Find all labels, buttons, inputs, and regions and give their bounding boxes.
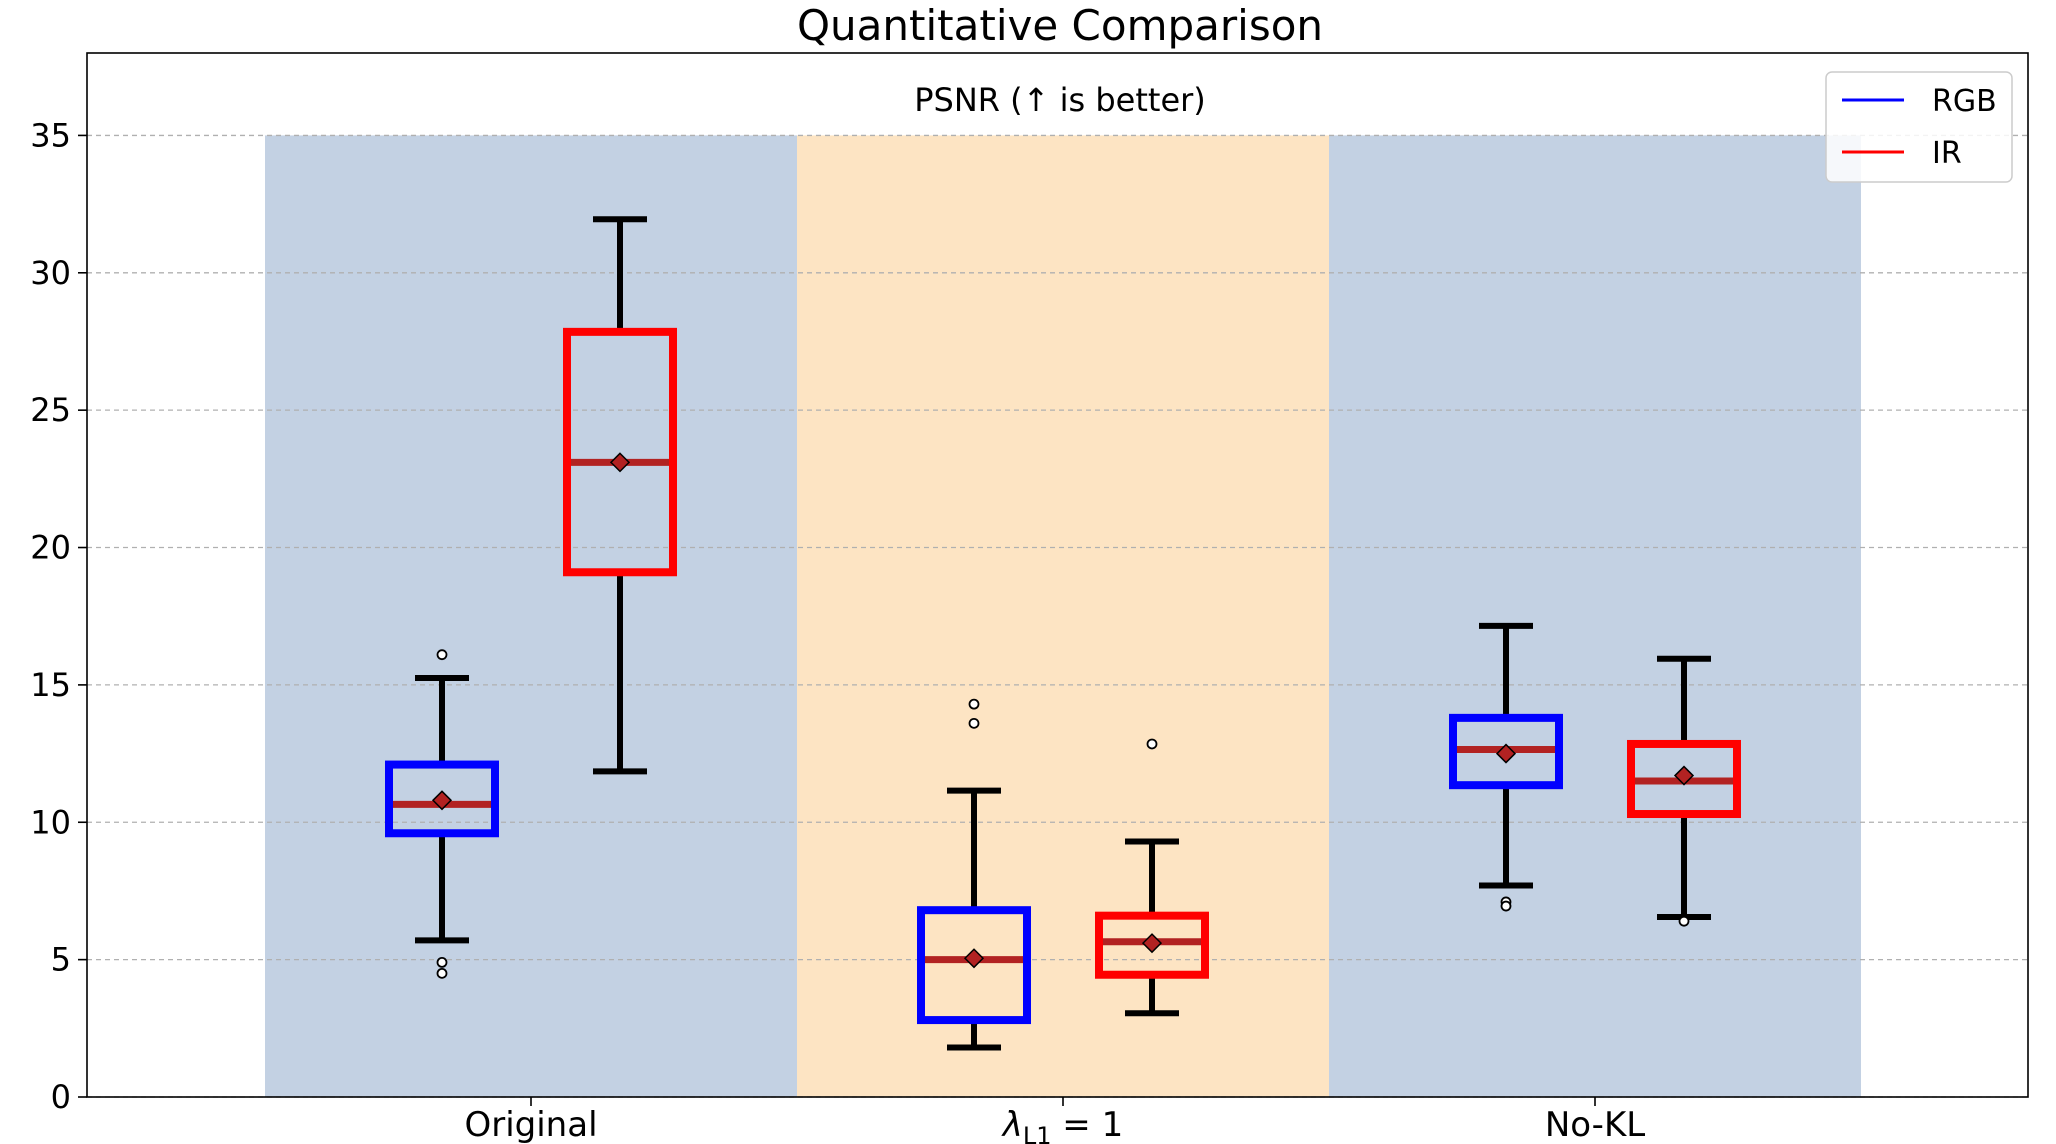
mean-marker (431, 790, 453, 811)
category-band-2 (1329, 135, 1861, 1098)
x-tick-label: λL1 = 1 (1001, 1105, 1124, 1144)
outlier-point (968, 698, 980, 710)
x-tick-label: Original (464, 1105, 597, 1144)
y-tick-label: 30 (30, 254, 71, 292)
outlier-point (968, 717, 980, 729)
iqr-box (1449, 713, 1563, 790)
legend: RGB IR (1825, 71, 2013, 183)
y-tick-label: 10 (30, 803, 71, 841)
category-bands (265, 135, 1861, 1098)
iqr-box (1095, 911, 1209, 979)
category-band-1 (797, 135, 1329, 1098)
iqr-box (385, 760, 499, 838)
chart-title: Quantitative Comparison (797, 1, 1323, 50)
box-group-rgb-0 (385, 649, 499, 979)
y-tick-label: 0 (51, 1078, 71, 1116)
iqr-box (1627, 739, 1741, 819)
outlier-point (436, 956, 448, 968)
legend-label-rgb: RGB (1932, 84, 1997, 119)
box-group-rgb-2 (1449, 622, 1563, 912)
mean-marker (963, 948, 985, 969)
mean-marker (1495, 743, 1517, 764)
axes: 0 5 10 15 20 25 30 35 Original λL1 = 1 No-KL (30, 116, 1645, 1144)
iqr-box (917, 906, 1031, 1025)
box-group-rgb-1 (917, 698, 1031, 1051)
outlier-point (1500, 900, 1512, 912)
plot-frame (86, 52, 2029, 1098)
x-tick-label: No-KL (1545, 1105, 1645, 1144)
mean-marker (609, 452, 631, 473)
box-group-ir-0 (563, 216, 677, 775)
mean-marker (1673, 765, 1695, 786)
y-tick-label: 15 (30, 666, 71, 704)
category-band-0 (265, 135, 797, 1098)
outlier-point (1678, 915, 1690, 927)
y-tick-label: 5 (51, 941, 71, 979)
outlier-point (1146, 738, 1158, 750)
outlier-point (436, 649, 448, 661)
box-group-ir-2 (1627, 655, 1741, 927)
outlier-point (436, 967, 448, 979)
mean-marker (1141, 933, 1163, 954)
y-tick-label: 25 (30, 391, 71, 429)
y-tick-label: 20 (30, 529, 71, 567)
boxplot-series (385, 216, 1741, 1051)
legend-label-ir: IR (1932, 136, 1962, 171)
iqr-box (563, 327, 677, 577)
box-group-ir-1 (1095, 738, 1209, 1017)
chart-subtitle: PSNR (↑ is better) (914, 81, 1206, 119)
y-tick-label: 35 (30, 116, 71, 154)
